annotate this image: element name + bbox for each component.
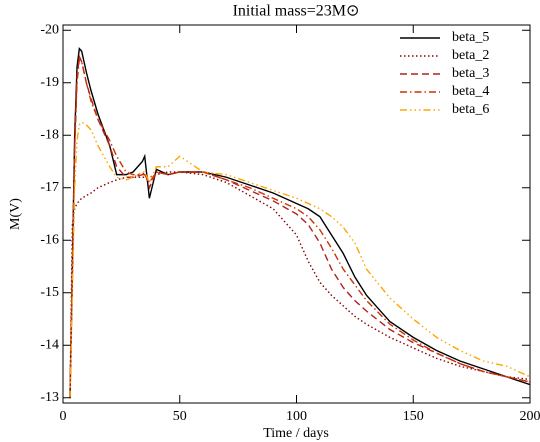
legend-label: beta_3 xyxy=(452,66,489,81)
line-series xyxy=(69,57,530,398)
chart-title: Initial mass=23M⊙ xyxy=(233,3,360,20)
y-tick-label: -18 xyxy=(40,127,59,142)
line-series xyxy=(69,47,530,398)
legend-label: beta_5 xyxy=(452,30,489,45)
y-tick-label: -13 xyxy=(40,390,59,405)
x-tick-label: 50 xyxy=(173,409,187,424)
x-tick-label: 100 xyxy=(286,409,307,424)
legend-label: beta_4 xyxy=(452,84,489,99)
curves xyxy=(69,47,530,398)
y-tick-label: -15 xyxy=(40,285,59,300)
y-axis-label: M(V) xyxy=(8,198,23,230)
x-tick-label: 150 xyxy=(403,409,424,424)
y-tick-label: -19 xyxy=(40,75,59,90)
y-tick-label: -14 xyxy=(40,337,59,352)
line-series xyxy=(69,171,530,398)
x-axis-label: Time / days xyxy=(263,426,329,441)
x-tick-label: 200 xyxy=(520,409,540,424)
legend-label: beta_2 xyxy=(452,48,489,63)
y-tick-label: -17 xyxy=(40,180,59,195)
y-tick-label: -20 xyxy=(40,22,59,37)
x-tick-label: 0 xyxy=(60,409,67,424)
y-tick-label: -16 xyxy=(40,232,59,247)
legend-label: beta_6 xyxy=(452,102,489,117)
line-series xyxy=(69,121,530,398)
